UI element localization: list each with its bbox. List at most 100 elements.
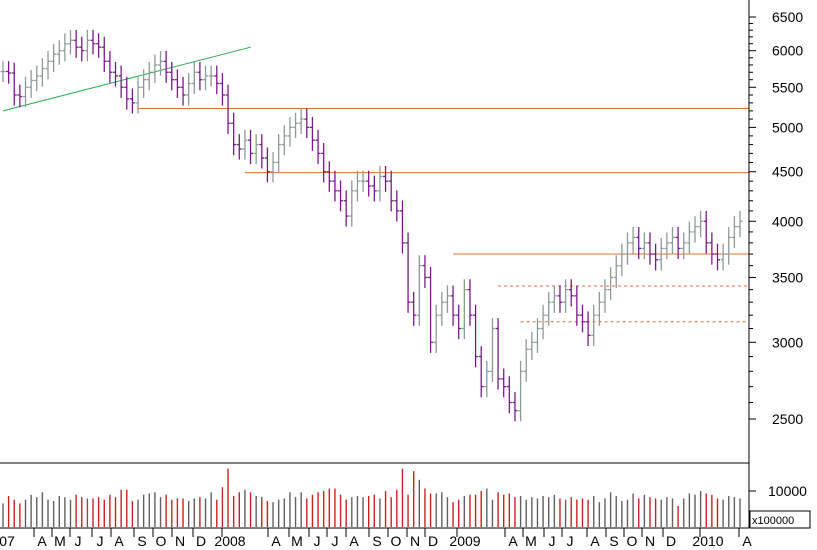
price-bar [332, 170, 338, 202]
price-bar [219, 73, 225, 106]
price-bar [506, 376, 512, 414]
time-tick-label: 2009 [449, 533, 480, 549]
price-bar [236, 134, 242, 160]
price-bar [411, 291, 417, 326]
price-bar [214, 65, 220, 95]
price-bar [203, 65, 209, 91]
time-tick-label: A [37, 533, 47, 549]
price-bar [34, 65, 40, 92]
time-tick-label: A [114, 533, 124, 549]
time-tick-label: N [175, 533, 185, 549]
price-bar [647, 232, 653, 265]
price-bar [11, 62, 17, 106]
price-bar [90, 29, 96, 55]
price-bar [17, 84, 23, 108]
price-bar [96, 33, 102, 58]
price-bar [129, 88, 135, 114]
price-bar [557, 285, 563, 313]
price-bar [467, 279, 473, 326]
price-bar [692, 216, 698, 243]
time-tick-label: J [332, 533, 339, 549]
price-bar [68, 29, 74, 55]
price-bar [461, 279, 467, 340]
price-bar [551, 285, 557, 313]
price-bar [39, 58, 45, 87]
price-bar [293, 112, 299, 139]
price-bar [242, 129, 248, 160]
price-bar [135, 76, 141, 114]
time-tick-label: A [271, 533, 281, 549]
price-bar [101, 36, 107, 72]
time-tick-label: N [410, 533, 420, 549]
price-bar [146, 61, 152, 91]
price-bar [433, 304, 439, 353]
price-tick-label: 5500 [772, 79, 803, 95]
price-bar [563, 279, 569, 313]
time-tick-label: M [54, 533, 66, 549]
price-tick-label: 4500 [772, 164, 803, 180]
price-bar [534, 318, 540, 353]
price-bar [73, 29, 79, 58]
price-bar [675, 226, 681, 260]
price-bar [698, 210, 704, 238]
price-bar [113, 61, 119, 87]
price-bar [366, 170, 372, 197]
price-bar [360, 170, 366, 192]
price-bar [0, 61, 6, 83]
price-bar [28, 70, 34, 98]
price-tick-label: 2500 [772, 411, 803, 427]
price-bar [163, 50, 169, 83]
time-tick-label: A [590, 533, 600, 549]
price-bar [478, 346, 484, 398]
price-bar [197, 61, 203, 91]
price-bar [394, 190, 400, 222]
price-bar [602, 279, 608, 313]
price-bar [371, 175, 377, 202]
price-bar [174, 69, 180, 98]
price-bar [608, 267, 614, 301]
time-tick-label: D [196, 533, 206, 549]
time-tick-label: S [609, 533, 618, 549]
axes [0, 0, 750, 529]
price-bar [422, 255, 428, 289]
price-bar [636, 226, 642, 260]
price-bar [737, 210, 743, 238]
price-tick-label: 3500 [772, 269, 803, 285]
price-bar [518, 360, 524, 422]
price-bar [276, 134, 282, 174]
price-bar [349, 180, 355, 227]
price-bar [731, 216, 737, 248]
time-tick-label: J [567, 533, 574, 549]
price-bar [107, 50, 113, 83]
price-bar [225, 84, 231, 134]
price-tick-label: 6500 [772, 9, 803, 25]
price-bar [546, 291, 552, 326]
time-axis: 07 A M J J A S O N D 2008 A M J J A S O N D 2009 A M J J A S O N D 201… [0, 528, 752, 549]
price-bar [309, 116, 315, 151]
volume-tick-label: 10000 [768, 483, 807, 499]
price-bar [501, 368, 507, 398]
price-bar [6, 61, 12, 84]
time-tick-label: O [391, 533, 402, 549]
time-tick-label: 2008 [214, 533, 245, 549]
time-tick-label: 2010 [692, 533, 723, 549]
price-bar [23, 76, 29, 108]
price-bar [388, 170, 394, 212]
price-plot [0, 29, 749, 422]
price-tick-label: 3000 [772, 334, 803, 350]
time-tick-label: D [666, 533, 676, 549]
price-bar [124, 76, 130, 110]
price-bar [686, 221, 692, 254]
price-bar [281, 125, 287, 156]
volume-multiplier-box [749, 510, 811, 529]
price-bar [484, 360, 490, 398]
price-bar [523, 338, 529, 382]
time-tick-label: D [428, 533, 438, 549]
price-bar [377, 166, 383, 202]
price-bar [579, 304, 585, 333]
price-bar [62, 33, 68, 62]
price-bar [84, 29, 90, 62]
price-bar [726, 226, 732, 265]
volume-multiplier-label: x100000 [752, 515, 794, 527]
price-bar [304, 108, 310, 139]
